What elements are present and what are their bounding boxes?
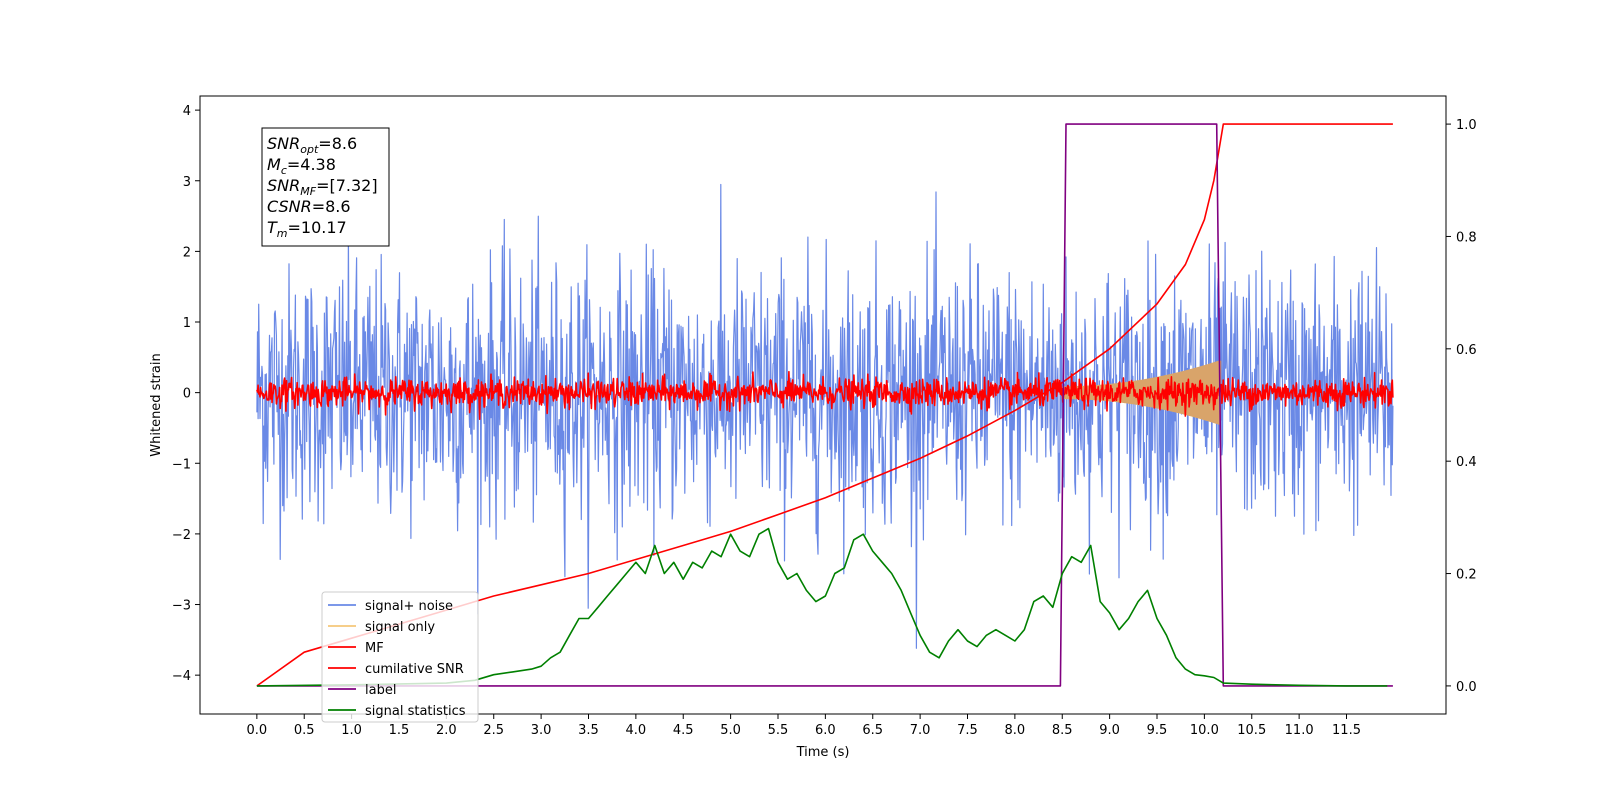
y-right-tick-label: 0.6 bbox=[1456, 343, 1477, 358]
x-tick-label: 8.0 bbox=[1005, 723, 1026, 738]
x-tick-label: 1.5 bbox=[389, 723, 410, 738]
y-tick-label: −1 bbox=[172, 457, 191, 472]
series-label bbox=[256, 123, 1393, 687]
info-box-frame bbox=[261, 127, 390, 247]
x-axis-label: Time (s) bbox=[796, 745, 850, 760]
x-tick-label: 11.5 bbox=[1332, 723, 1361, 738]
y-axis-label: Whitened strain bbox=[149, 353, 164, 456]
series-signal-only-line bbox=[1061, 360, 1222, 426]
legend-label: signal+ noise bbox=[365, 599, 453, 614]
x-tick-label: 8.5 bbox=[1052, 723, 1073, 738]
y-tick-label: 2 bbox=[183, 245, 191, 260]
x-tick-label: 2.5 bbox=[483, 723, 504, 738]
legend: signal+ noise signal only MF cumilative SNR… bbox=[321, 591, 479, 723]
y-tick-label: 4 bbox=[183, 104, 191, 119]
y-tick-label: −4 bbox=[172, 669, 191, 684]
series-signal-only bbox=[1061, 360, 1222, 426]
series-signal-statistics-line bbox=[256, 527, 1388, 687]
y-axis-right: 0.0 0.2 0.4 0.6 0.8 1.0 bbox=[1446, 118, 1477, 695]
x-tick-label: 9.0 bbox=[1099, 723, 1120, 738]
plot-frame bbox=[199, 95, 1447, 715]
y-right-tick-label: 0.4 bbox=[1456, 455, 1477, 470]
legend-label: cumilative SNR bbox=[365, 662, 464, 677]
y-axis-left: −4 −3 −2 −1 0 1 2 3 4 bbox=[172, 104, 200, 684]
info-line: Mc=4.38 bbox=[267, 155, 336, 177]
x-tick-label: 3.5 bbox=[578, 723, 599, 738]
info-line: Tm=10.17 bbox=[267, 218, 347, 240]
y-tick-label: −2 bbox=[172, 528, 191, 543]
y-tick-label: −3 bbox=[172, 599, 191, 614]
x-tick-label: 4.0 bbox=[626, 723, 647, 738]
x-tick-label: 5.0 bbox=[720, 723, 741, 738]
x-tick-label: 11.0 bbox=[1285, 723, 1314, 738]
x-tick-label: 5.5 bbox=[768, 723, 789, 738]
x-tick-label: 7.0 bbox=[910, 723, 931, 738]
series-label-line bbox=[256, 123, 1393, 687]
series-signal-statistics bbox=[256, 527, 1388, 687]
series-mf bbox=[256, 370, 1394, 420]
x-tick-label: 2.0 bbox=[436, 723, 457, 738]
legend-frame bbox=[321, 591, 479, 723]
x-tick-label: 1.0 bbox=[341, 723, 362, 738]
x-tick-label: 0.5 bbox=[294, 723, 315, 738]
info-line: SNRMF=[7.32] bbox=[267, 176, 378, 198]
legend-label: signal statistics bbox=[365, 704, 466, 719]
y-tick-label: 3 bbox=[183, 175, 191, 190]
y-right-tick-label: 0.0 bbox=[1456, 680, 1477, 695]
x-tick-label: 10.5 bbox=[1237, 723, 1266, 738]
x-tick-label: 10.0 bbox=[1190, 723, 1219, 738]
x-tick-label: 3.0 bbox=[531, 723, 552, 738]
y-tick-label: 1 bbox=[183, 316, 191, 331]
x-axis: 0.0 0.5 1.0 1.5 2.0 2.5 3.0 3.5 4.0 4.5 5.0 5.5 6.0 6… bbox=[247, 714, 1361, 738]
y-tick-label: 0 bbox=[183, 387, 191, 402]
series-mf-line bbox=[256, 370, 1394, 420]
x-tick-label: 9.5 bbox=[1147, 723, 1168, 738]
y-right-tick-label: 0.2 bbox=[1456, 568, 1477, 583]
y-right-tick-label: 1.0 bbox=[1456, 118, 1477, 133]
info-line: SNRopt=8.6 bbox=[267, 134, 357, 156]
x-tick-label: 6.5 bbox=[862, 723, 883, 738]
info-line: CSNR=8.6 bbox=[267, 197, 351, 216]
x-tick-label: 7.5 bbox=[957, 723, 978, 738]
y-right-tick-label: 0.8 bbox=[1456, 230, 1477, 245]
legend-label: MF bbox=[365, 641, 384, 656]
x-tick-label: 0.0 bbox=[247, 723, 268, 738]
legend-label: signal only bbox=[365, 620, 435, 635]
x-tick-label: 6.0 bbox=[815, 723, 836, 738]
legend-label: label bbox=[365, 683, 396, 698]
x-tick-label: 4.5 bbox=[673, 723, 694, 738]
